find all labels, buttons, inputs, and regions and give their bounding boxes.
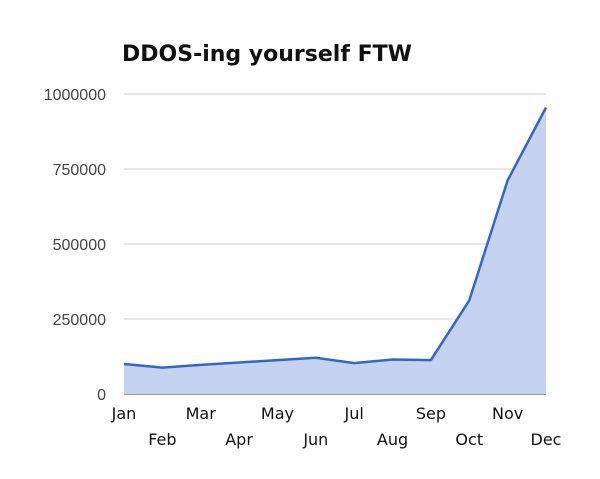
y-tick-label: 250000 [53,312,106,329]
x-tick-label: May [261,404,294,423]
data-point-sep [429,358,433,362]
y-tick-label: 500000 [53,237,106,254]
x-tick-label: Jul [344,404,364,423]
data-point-nov [506,178,510,182]
data-point-feb [160,366,164,370]
x-tick-label: Aug [377,430,408,449]
series-line [123,106,548,369]
x-tick-label: Nov [492,404,523,423]
x-tick-label: Oct [455,430,483,449]
data-point-may [275,358,279,362]
x-tick-label: Jun [302,430,328,449]
y-tick-label: 0 [97,387,106,404]
data-point-apr [237,361,241,365]
x-tick-label: Mar [186,404,217,423]
y-tick-label: 750000 [53,162,106,179]
data-point-oct [467,298,471,302]
x-tick-label: Sep [416,404,446,423]
x-axis-ticks: Jan Feb Mar Apr May Jun Jul Aug Sep Oct Nov Dec [111,404,562,449]
y-axis-ticks: 0 250000 500000 750000 1000000 [44,87,106,404]
data-point-jan [122,362,126,366]
area-fill [124,107,546,394]
data-point-dec [544,106,548,110]
area-series [122,106,548,394]
y-tick-label: 1000000 [44,87,106,104]
chart-title: DDOS-ing yourself FTW [122,42,412,67]
x-tick-label: Feb [148,430,176,449]
data-point-jun [314,356,318,360]
x-tick-label: Jan [111,404,137,423]
x-tick-label: Apr [225,430,253,449]
data-point-jul [352,361,356,365]
data-point-aug [391,358,395,362]
data-point-mar [199,363,203,367]
x-tick-label: Dec [531,430,562,449]
